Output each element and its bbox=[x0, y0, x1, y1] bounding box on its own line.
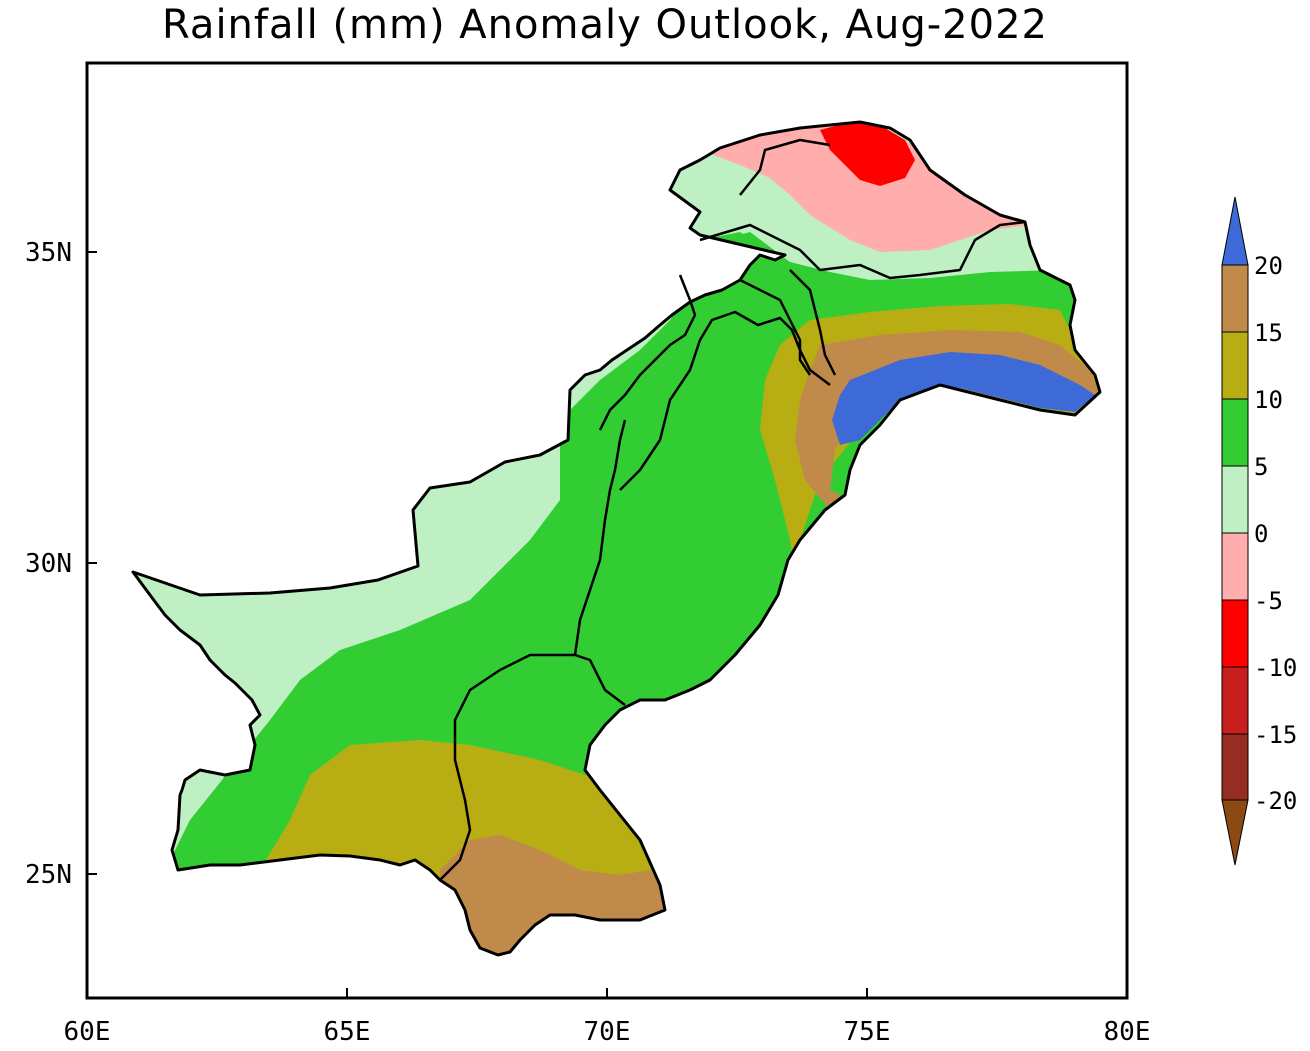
colorbar-label: 20 bbox=[1254, 252, 1283, 280]
colorbar-label: -10 bbox=[1254, 654, 1297, 682]
x-tick-label: 70E bbox=[584, 1017, 631, 1047]
colorbar-label: 10 bbox=[1254, 386, 1283, 414]
boundary-balochistan-sindh bbox=[439, 653, 626, 881]
north-pink-zone bbox=[700, 125, 1030, 252]
colorbar-bottom-arrow bbox=[1221, 799, 1249, 866]
country-outline bbox=[131, 120, 1102, 957]
boundary-balochistan-punjab bbox=[573, 419, 627, 656]
colorbar-segment-m20-m15 bbox=[1221, 733, 1249, 801]
boundary-kpk-punjab bbox=[619, 310, 831, 491]
boundary-kpk-fata bbox=[598, 274, 697, 431]
y-tick-label: 35N bbox=[25, 238, 72, 268]
north-green-band bbox=[690, 232, 1080, 330]
x-tick-label: 75E bbox=[844, 1017, 891, 1047]
colorbar bbox=[1221, 196, 1249, 866]
north-red-zone bbox=[820, 122, 915, 186]
colorbar-label: -20 bbox=[1254, 787, 1297, 815]
colorbar-label: -5 bbox=[1254, 587, 1283, 615]
boundary-ajk bbox=[789, 269, 837, 376]
y-axis-ticks bbox=[87, 251, 97, 875]
x-tick-label: 65E bbox=[324, 1017, 371, 1047]
colorbar-label: 5 bbox=[1254, 453, 1268, 481]
colorbar-segment-15-20 bbox=[1221, 264, 1249, 333]
boundary-gb-north bbox=[739, 138, 831, 196]
colorbar-segment-m5-0 bbox=[1221, 532, 1249, 601]
colorbar-label: 0 bbox=[1254, 520, 1268, 548]
x-tick-label: 80E bbox=[1104, 1017, 1151, 1047]
colorbar-label: -15 bbox=[1254, 721, 1297, 749]
colorbar-segment-5-10 bbox=[1221, 398, 1249, 467]
province-boundaries bbox=[439, 138, 1026, 881]
boundary-gb-ajk bbox=[699, 220, 1026, 280]
x-tick-label: 60E bbox=[64, 1017, 111, 1047]
y-tick-label: 25N bbox=[25, 860, 72, 890]
map-title: Rainfall (mm) Anomaly Outlook, Aug-2022 bbox=[162, 2, 1048, 48]
kashmir-blue-zone bbox=[832, 352, 1095, 445]
colorbar-segment-0-5 bbox=[1221, 465, 1249, 534]
colorbar-segment-m15-m10 bbox=[1221, 666, 1249, 735]
x-axis-ticks bbox=[86, 988, 1128, 998]
colorbar-segment-10-15 bbox=[1221, 331, 1249, 400]
y-tick-label: 30N bbox=[25, 549, 72, 579]
colorbar-segment-m10-m5 bbox=[1221, 599, 1249, 668]
colorbar-label: 15 bbox=[1254, 319, 1283, 347]
boundary-kpk-gb bbox=[739, 278, 812, 376]
colorbar-top-arrow bbox=[1221, 196, 1249, 266]
